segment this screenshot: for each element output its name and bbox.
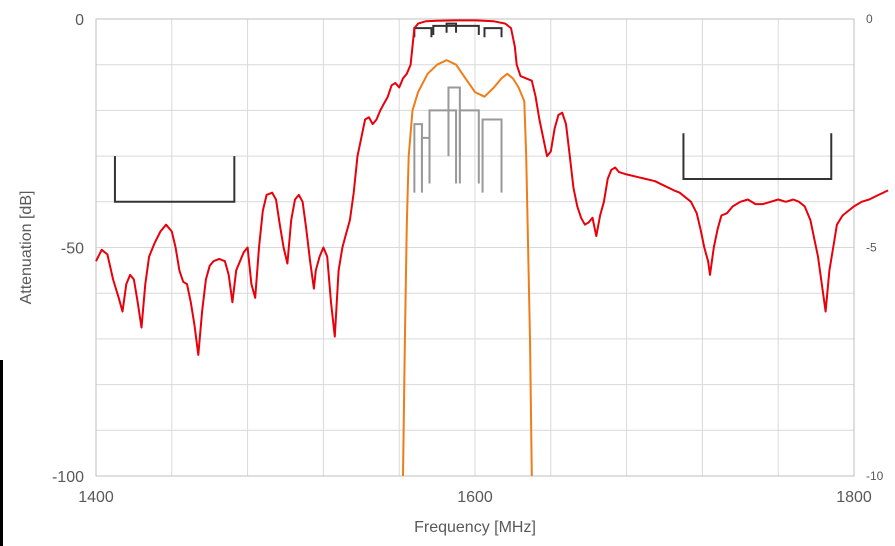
spec-mask — [445, 22, 458, 33]
spec-passband-mask — [481, 118, 503, 193]
series-line-wide — [95, 19, 889, 356]
edge-bar — [0, 360, 3, 546]
y2-tick-label: -5 — [866, 241, 877, 255]
spec-mask — [483, 27, 503, 38]
x-tick-label: 1600 — [457, 489, 493, 506]
y2-tick-label: -10 — [866, 469, 884, 483]
spec-mask — [682, 133, 833, 180]
spec-mask — [113, 156, 236, 203]
series — [95, 19, 889, 477]
x-tick-label: 1800 — [836, 489, 872, 506]
spec-passband-mask — [413, 123, 423, 193]
y2-tick-label: 0 — [866, 12, 873, 26]
series-line-passband — [402, 59, 533, 477]
plot-area — [95, 18, 855, 477]
spec-mask — [413, 27, 433, 38]
y-axis-title: Attenuation [dB] — [18, 191, 35, 305]
spec-passband-mask — [420, 136, 431, 179]
grid — [96, 19, 854, 476]
y-tick-label: -50 — [61, 241, 84, 258]
y-tick-label: 0 — [75, 12, 84, 29]
x-axis-title: Frequency [MHz] — [414, 519, 536, 536]
spec-passband-mask — [458, 109, 480, 184]
spec-passband-mask — [447, 86, 461, 157]
ticks: 1400 1600 1800 0 -50 -100 0 -5 -10 — [52, 12, 884, 506]
spec-passband-mask — [428, 109, 458, 184]
spec-masks — [113, 22, 833, 203]
x-tick-label: 1400 — [78, 489, 114, 506]
y-tick-label: -100 — [52, 469, 84, 486]
